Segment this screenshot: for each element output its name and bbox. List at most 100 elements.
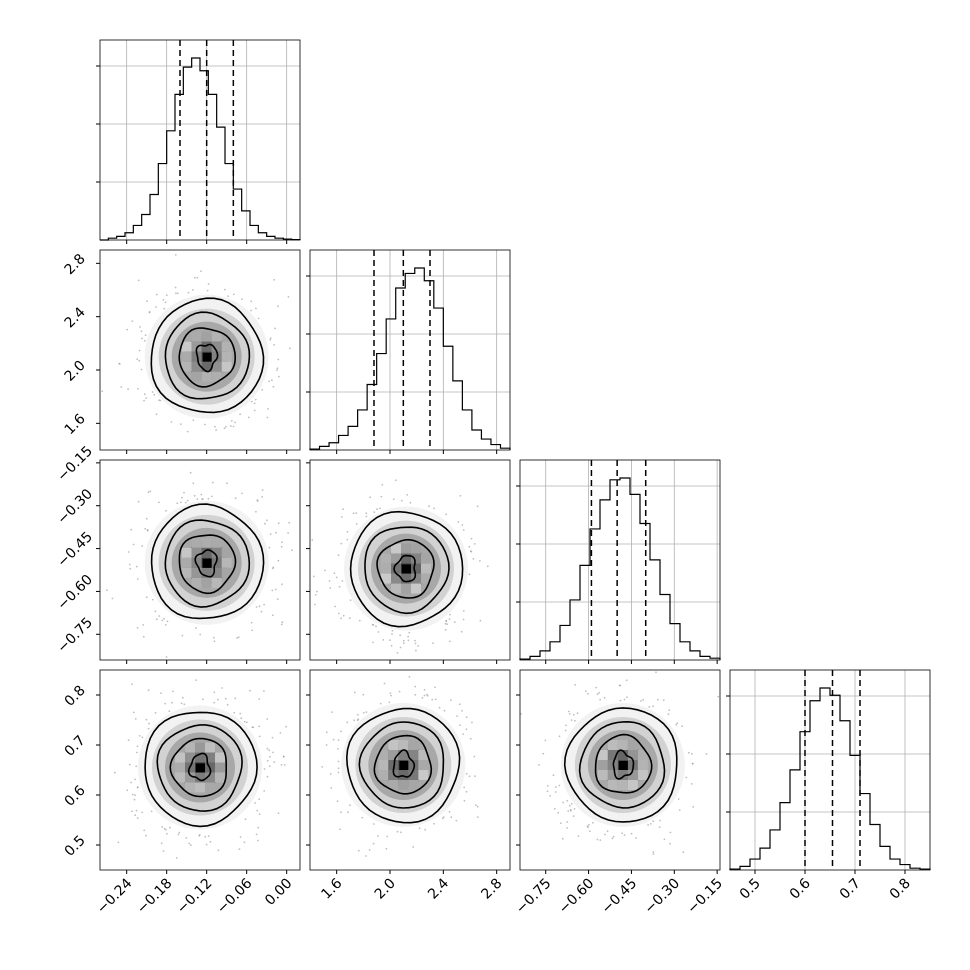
- contour-line: [392, 749, 416, 778]
- density-cell: [411, 573, 421, 584]
- x-tick-label: −0.60: [556, 876, 598, 918]
- scatter-points: [106, 471, 293, 658]
- x-tick-label: 0.5: [737, 876, 764, 903]
- density-cell: [211, 341, 222, 352]
- density-cell: [617, 750, 628, 760]
- density-cell: [637, 760, 648, 770]
- x-tick-label: −0.45: [599, 876, 641, 918]
- density-cell: [201, 341, 212, 352]
- contour-line: [563, 707, 678, 823]
- x-tick-label: 1.6: [318, 875, 345, 902]
- density-cell: [391, 543, 401, 554]
- scatter-points: [311, 479, 489, 654]
- x-tick-label: 2.0: [372, 876, 399, 903]
- density-peak: [618, 761, 628, 770]
- y-tick-label: 0.6: [62, 783, 89, 810]
- scatter-panel-1-4: [99, 669, 301, 871]
- panel-frame: [99, 669, 301, 871]
- scatter-points: [101, 254, 291, 433]
- density-cell: [421, 563, 431, 574]
- density-cell: [421, 553, 431, 564]
- x-tick-label: 0.8: [887, 876, 914, 903]
- x-tick-label: −0.24: [94, 875, 136, 917]
- contour-line: [364, 526, 450, 615]
- panel-frame: [519, 459, 721, 661]
- density-cell: [221, 557, 232, 568]
- y-tick-label: −0.15: [54, 443, 96, 485]
- density-cell: [191, 567, 202, 578]
- y-tick-label: 0.7: [62, 733, 89, 760]
- contour-line: [150, 297, 265, 414]
- histogram-steps: [729, 687, 931, 870]
- density-cell: [607, 750, 618, 760]
- density-cell: [388, 750, 399, 760]
- density-cell: [221, 547, 232, 558]
- density-cell: [398, 750, 409, 760]
- density-peak: [202, 352, 212, 362]
- density-cell: [401, 553, 411, 564]
- density-cell: [411, 583, 421, 594]
- density-cell: [401, 543, 411, 554]
- histogram-panel-2: [306, 249, 511, 451]
- density-cell: [191, 331, 202, 342]
- density-cell: [201, 537, 212, 548]
- y-tick-label: 2.4: [62, 304, 89, 331]
- density-cell: [195, 772, 205, 783]
- panel-frame: [99, 249, 301, 451]
- density-cell: [388, 740, 399, 750]
- density-cell: [388, 780, 399, 790]
- density-cell: [185, 742, 195, 753]
- contour-line: [156, 724, 243, 812]
- density-cell: [191, 371, 202, 382]
- density-cell: [388, 760, 399, 770]
- density-peak: [399, 761, 409, 770]
- contour-line: [349, 510, 464, 628]
- density-cell: [418, 770, 429, 780]
- contour-line: [164, 519, 251, 608]
- x-tick-label: −0.06: [214, 875, 256, 917]
- x-tick-label: −0.15: [684, 876, 726, 918]
- contour-line: [178, 327, 237, 388]
- density-cell: [181, 567, 192, 578]
- density-cell: [627, 780, 638, 790]
- density-cell: [411, 563, 421, 574]
- y-tick-label: −0.60: [54, 572, 96, 614]
- density-cell: [201, 567, 212, 578]
- contour-line: [144, 711, 258, 828]
- density-cell: [398, 740, 409, 750]
- density-peak: [196, 763, 205, 773]
- y-tick-label: −0.45: [54, 529, 96, 571]
- scatter-panel-2-4: [309, 669, 511, 871]
- density-cell: [195, 752, 205, 763]
- density-cell: [617, 780, 628, 790]
- histogram-panel-3: [516, 459, 721, 661]
- density-cell: [221, 341, 232, 352]
- density-cell: [391, 583, 401, 594]
- density-cell: [185, 772, 195, 783]
- scatter-points: [113, 679, 287, 859]
- density-cell: [195, 782, 205, 793]
- panel-frame: [729, 669, 931, 871]
- density-cell: [181, 351, 192, 362]
- y-tick-label: 1.6: [62, 411, 89, 438]
- density-cell: [181, 361, 192, 372]
- density-cell: [175, 772, 185, 783]
- density-cell: [205, 782, 215, 793]
- contour-line: [150, 503, 265, 620]
- y-tick-label: 2.0: [62, 358, 89, 385]
- scatter-panel-1-2: [99, 249, 301, 451]
- density-cell: [637, 770, 648, 780]
- contour-line: [612, 749, 635, 780]
- y-tick-label: −0.30: [54, 486, 96, 528]
- contour-line: [178, 534, 237, 595]
- density-cell: [191, 351, 202, 362]
- density-cell: [408, 740, 419, 750]
- density-cell: [211, 371, 222, 382]
- density-cell: [211, 547, 222, 558]
- density-cell: [627, 770, 638, 780]
- panel-frame: [309, 459, 511, 661]
- contour-line: [578, 720, 666, 809]
- x-tick-label: −0.12: [174, 876, 216, 918]
- density-cell: [211, 351, 222, 362]
- density-cell: [191, 537, 202, 548]
